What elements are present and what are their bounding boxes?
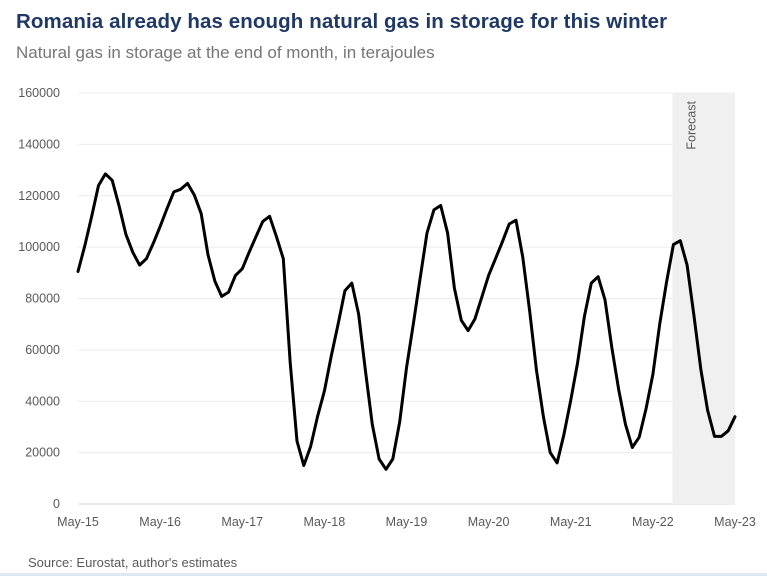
x-tick-label: May-19 <box>386 515 428 529</box>
x-tick-label: May-18 <box>304 515 346 529</box>
forecast-shade-layer: Forecast <box>672 93 735 504</box>
x-tick-label: May-22 <box>632 515 674 529</box>
x-tick-label: May-16 <box>139 515 181 529</box>
chart-subtitle: Natural gas in storage at the end of mon… <box>16 43 435 62</box>
series-line <box>76 172 737 471</box>
y-tick-label: 80000 <box>25 292 60 306</box>
y-tick-label: 140000 <box>18 137 60 151</box>
y-tick-label: 120000 <box>18 189 60 203</box>
grid-layer <box>78 92 735 505</box>
y-tick-label: 0 <box>53 497 60 511</box>
chart-title: Romania already has enough natural gas i… <box>16 10 668 33</box>
y-tick-label: 160000 <box>18 86 60 100</box>
source-note: Source: Eurostat, author's estimates <box>28 555 238 570</box>
y-tick-label: 60000 <box>25 343 60 357</box>
x-axis: May-15 May-16 May-17 May-18 May-19 May-20 May-… <box>57 515 756 529</box>
y-tick-label: 100000 <box>18 240 60 254</box>
x-tick-label: May-17 <box>221 515 263 529</box>
y-tick-label: 20000 <box>25 446 60 460</box>
forecast-label: Forecast <box>684 100 698 149</box>
x-tick-label: May-15 <box>57 515 99 529</box>
line-chart: Forecast 0 20000 40000 60000 80000 100000 1200… <box>18 86 756 529</box>
forecast-shade <box>672 93 735 504</box>
y-tick-label: 40000 <box>25 394 60 408</box>
y-axis: 0 20000 40000 60000 80000 100000 120000 140000 1… <box>18 86 60 511</box>
x-tick-label: May-20 <box>468 515 510 529</box>
bottom-border <box>0 573 767 576</box>
series-layer <box>76 172 737 471</box>
x-tick-label: May-21 <box>550 515 592 529</box>
x-tick-label: May-23 <box>714 515 756 529</box>
